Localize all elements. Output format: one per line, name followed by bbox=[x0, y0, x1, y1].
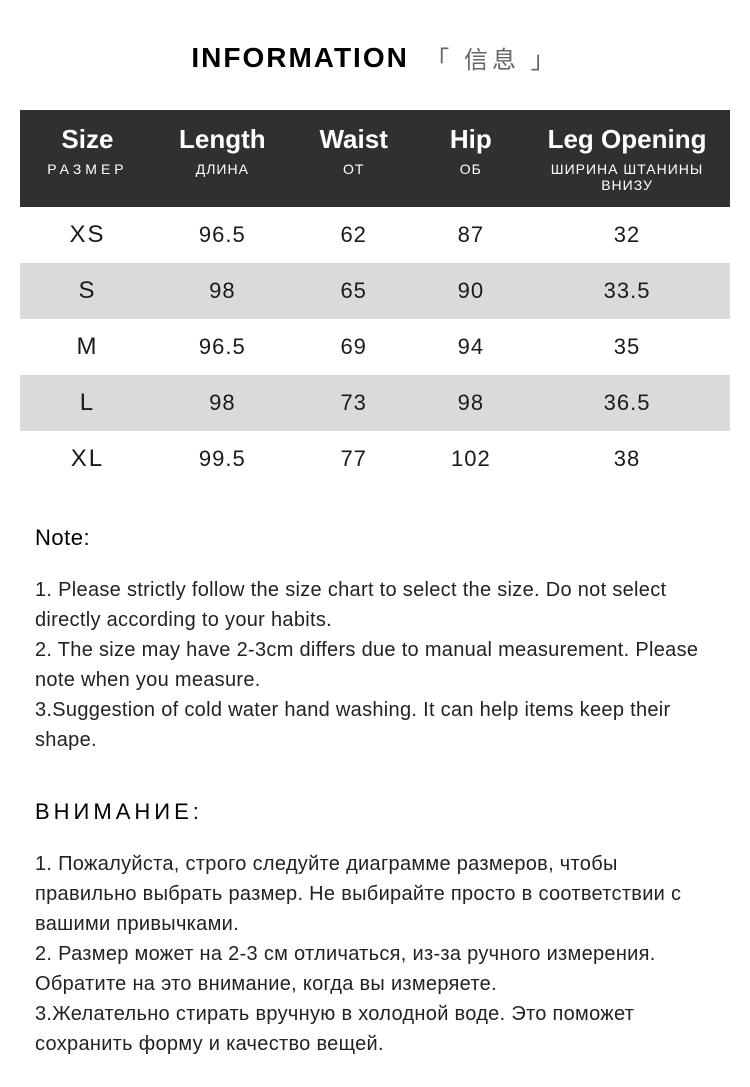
header-subtitle: 「 信息 」 bbox=[425, 40, 558, 75]
col-main: Leg Opening bbox=[528, 124, 726, 155]
cell-length: 98 bbox=[155, 375, 290, 431]
note-line: 1. Please strictly follow the size chart… bbox=[35, 575, 715, 635]
cell-hip: 94 bbox=[418, 319, 525, 375]
cell-length: 96.5 bbox=[155, 319, 290, 375]
col-sub: ОБ bbox=[422, 161, 521, 177]
cell-waist: 62 bbox=[290, 207, 418, 263]
cell-leg: 32 bbox=[524, 207, 730, 263]
table-row: L 98 73 98 36.5 bbox=[20, 375, 730, 431]
col-header-hip: Hip ОБ bbox=[418, 110, 525, 207]
col-header-leg: Leg Opening ШИРИНА ШТАНИНЫ ВНИЗУ bbox=[524, 110, 730, 207]
cell-leg: 33.5 bbox=[524, 263, 730, 319]
col-sub: ШИРИНА ШТАНИНЫ ВНИЗУ bbox=[528, 161, 726, 193]
cell-length: 96.5 bbox=[155, 207, 290, 263]
note-line: 3.Желательно стирать вручную в холодной … bbox=[35, 999, 715, 1059]
col-sub: РАЗМЕР bbox=[24, 161, 151, 177]
col-header-size: Size РАЗМЕР bbox=[20, 110, 155, 207]
col-main: Waist bbox=[294, 124, 414, 155]
table-row: S 98 65 90 33.5 bbox=[20, 263, 730, 319]
cell-hip: 102 bbox=[418, 431, 525, 487]
cell-length: 99.5 bbox=[155, 431, 290, 487]
table-header: Size РАЗМЕР Length ДЛИНА Waist ОТ Hip ОБ… bbox=[20, 110, 730, 207]
table-row: XS 96.5 62 87 32 bbox=[20, 207, 730, 263]
size-chart-table: Size РАЗМЕР Length ДЛИНА Waist ОТ Hip ОБ… bbox=[20, 110, 730, 487]
col-sub: ДЛИНА bbox=[159, 161, 286, 177]
cell-leg: 35 bbox=[524, 319, 730, 375]
col-sub: ОТ bbox=[294, 161, 414, 177]
cell-size: L bbox=[20, 375, 155, 431]
cell-leg: 38 bbox=[524, 431, 730, 487]
page-header: INFORMATION 「 信息 」 bbox=[0, 0, 750, 110]
note-line: 1. Пожалуйста, строго следуйте диаграмме… bbox=[35, 849, 715, 939]
cell-hip: 98 bbox=[418, 375, 525, 431]
note-heading-ru: ВНИМАНИЕ: bbox=[35, 799, 715, 825]
cell-hip: 90 bbox=[418, 263, 525, 319]
cell-size: XL bbox=[20, 431, 155, 487]
cell-size: S bbox=[20, 263, 155, 319]
note-heading-en: Note: bbox=[35, 525, 715, 551]
cell-leg: 36.5 bbox=[524, 375, 730, 431]
note-line: 2. The size may have 2-3cm differs due t… bbox=[35, 635, 715, 695]
cell-size: M bbox=[20, 319, 155, 375]
col-main: Length bbox=[159, 124, 286, 155]
table-row: XL 99.5 77 102 38 bbox=[20, 431, 730, 487]
cell-waist: 69 bbox=[290, 319, 418, 375]
cell-waist: 77 bbox=[290, 431, 418, 487]
header-title: INFORMATION bbox=[191, 42, 408, 74]
notes-section: Note: 1. Please strictly follow the size… bbox=[25, 525, 725, 1059]
cell-length: 98 bbox=[155, 263, 290, 319]
col-main: Hip bbox=[422, 124, 521, 155]
cell-size: XS bbox=[20, 207, 155, 263]
table-body: XS 96.5 62 87 32 S 98 65 90 33.5 M 96.5 … bbox=[20, 207, 730, 487]
cell-hip: 87 bbox=[418, 207, 525, 263]
note-line: 2. Размер может на 2-3 см отличаться, из… bbox=[35, 939, 715, 999]
note-line: 3.Suggestion of cold water hand washing.… bbox=[35, 695, 715, 755]
col-header-waist: Waist ОТ bbox=[290, 110, 418, 207]
col-header-length: Length ДЛИНА bbox=[155, 110, 290, 207]
cell-waist: 73 bbox=[290, 375, 418, 431]
col-main: Size bbox=[24, 124, 151, 155]
table-row: M 96.5 69 94 35 bbox=[20, 319, 730, 375]
cell-waist: 65 bbox=[290, 263, 418, 319]
